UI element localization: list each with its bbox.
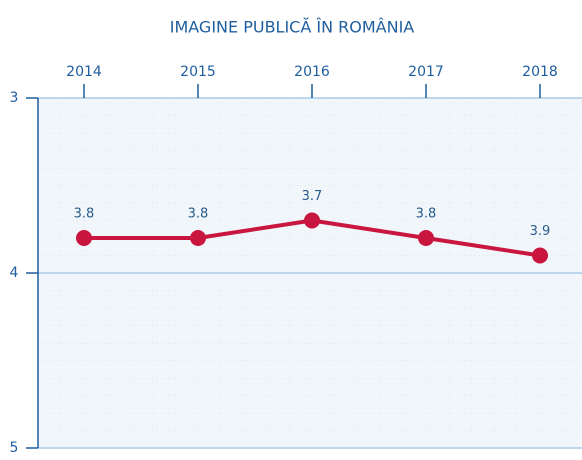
data-point (532, 247, 548, 264)
data-point (304, 212, 320, 229)
x-tick-label: 2016 (294, 64, 330, 80)
data-point (190, 230, 206, 246)
x-tick-label: 2018 (522, 64, 558, 80)
data-label: 3.8 (188, 207, 209, 222)
y-tick-label: 3 (10, 90, 19, 106)
data-label: 3.8 (416, 207, 437, 222)
x-tick-label: 2017 (408, 64, 444, 80)
data-point (76, 230, 92, 246)
data-label: 3.7 (302, 189, 323, 204)
data-point (418, 230, 434, 246)
y-tick-label: 5 (10, 440, 19, 456)
x-tick-label: 2015 (180, 64, 216, 80)
y-tick-label: 4 (10, 265, 19, 281)
data-label: 3.9 (530, 224, 551, 239)
x-tick-label: 2014 (66, 64, 102, 80)
chart-title: IMAGINE PUBLICĂ ÎN ROMÂNIA (170, 18, 415, 37)
data-label: 3.8 (74, 207, 95, 222)
